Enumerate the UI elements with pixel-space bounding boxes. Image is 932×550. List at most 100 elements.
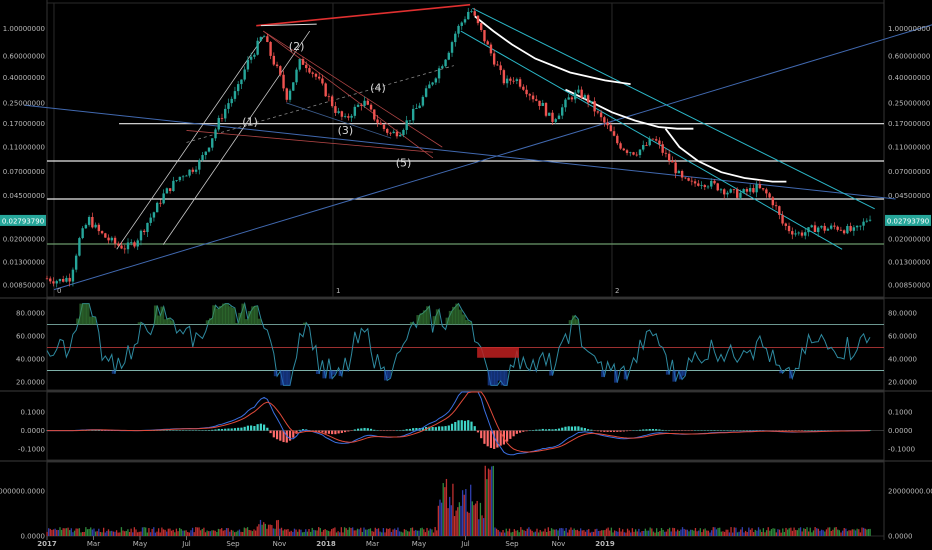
candle-body — [317, 76, 321, 79]
volume-bar — [313, 529, 315, 536]
volume-bar — [169, 528, 171, 536]
volume-bar — [276, 520, 278, 536]
price-tick-label-right: 0.04500000 — [888, 192, 930, 200]
candle-body — [415, 108, 418, 109]
indicator-tick-label-left: 60.0000 — [16, 332, 45, 340]
volume-bar — [377, 528, 380, 536]
volume-bar — [858, 529, 860, 536]
volume-bar — [308, 529, 310, 536]
volume-bar — [486, 479, 488, 536]
macd-histogram-bar — [356, 428, 360, 431]
candle-body — [87, 216, 91, 225]
candle-body — [596, 111, 600, 113]
volume-bar — [470, 484, 472, 536]
panel-frame — [46, 2, 885, 298]
macd-histogram-bar — [655, 429, 658, 431]
candle-body — [120, 245, 123, 249]
volume-bar — [529, 529, 532, 536]
candle-body — [454, 33, 457, 43]
volume-bar — [769, 530, 771, 536]
candle-body — [684, 177, 687, 179]
candle-body — [298, 59, 301, 70]
volume-bar — [531, 530, 533, 536]
candle-body — [178, 176, 182, 181]
volume-bar — [78, 528, 81, 536]
macd-histogram-bar — [554, 429, 557, 431]
volume-bar — [654, 532, 656, 536]
candle-body — [826, 228, 830, 231]
macd-histogram-bar — [541, 428, 544, 431]
volume-bar — [504, 532, 506, 536]
candle-body — [554, 119, 557, 122]
macd-histogram-bar — [282, 430, 285, 443]
volume-bar — [402, 532, 404, 536]
candle-body — [496, 64, 499, 66]
candle-body — [324, 83, 327, 97]
price-tick-label-right: 0.17000000 — [888, 120, 930, 128]
macd-histogram-bar — [489, 430, 493, 448]
volume-bar — [694, 527, 697, 536]
volume-bar — [754, 529, 756, 536]
volume-bar — [869, 528, 871, 536]
volume-bar — [120, 527, 123, 536]
volume-bar — [327, 530, 330, 536]
volume-bar — [306, 531, 309, 536]
volume-bar — [764, 532, 766, 536]
volume-bar — [98, 528, 100, 536]
macd-histogram-bar — [535, 429, 538, 431]
volume-bar — [185, 530, 187, 536]
candle-body — [742, 189, 745, 193]
volume-bar — [253, 529, 255, 536]
candle-body — [220, 117, 224, 119]
volume-bar — [248, 529, 250, 536]
rsi-oversold-fill — [338, 370, 343, 376]
candle-body — [266, 36, 269, 43]
candle-body — [279, 66, 282, 75]
volume-bar — [824, 531, 826, 536]
macd-histogram-bar — [561, 427, 564, 431]
candle-body — [817, 227, 820, 233]
candle-body — [544, 102, 548, 116]
volume-bar — [526, 528, 528, 536]
rsi-oversold-fill — [283, 370, 288, 386]
volume-bar — [200, 530, 202, 536]
candle-body — [259, 37, 263, 41]
macd-histogram-bar — [463, 420, 467, 431]
price-tick-label-left: 0.60000000 — [3, 52, 45, 60]
volume-bar — [408, 531, 410, 536]
candle-body — [49, 278, 52, 282]
volume-bar — [589, 532, 592, 536]
volume-bar — [132, 532, 134, 536]
macd-histogram-bar — [515, 430, 518, 434]
candle-body — [386, 128, 389, 133]
volume-bar — [429, 528, 431, 536]
volume-bar — [571, 529, 574, 536]
candle-body — [301, 59, 305, 65]
volume-bar — [203, 527, 205, 536]
volume-bar — [424, 532, 427, 536]
candle-body — [408, 120, 412, 122]
macd-histogram-bar — [661, 429, 664, 431]
volume-bar — [812, 530, 815, 536]
current-price-badge-left — [0, 214, 46, 226]
volume-bar — [208, 531, 210, 536]
candle-body — [81, 228, 84, 239]
candle-body — [807, 227, 810, 233]
volume-bar — [520, 527, 522, 536]
candle-body — [366, 100, 369, 105]
candle-body — [489, 44, 493, 54]
volume-bar — [360, 527, 362, 536]
volume-bar — [172, 529, 174, 536]
macd-histogram-bar — [415, 427, 418, 431]
volume-bar — [641, 531, 643, 536]
volume-bar — [198, 527, 200, 536]
price-tick-label-left: 1.00000000 — [3, 25, 45, 33]
rsi-overbought-fill — [89, 316, 93, 325]
candle-body — [713, 180, 716, 184]
volume-bar — [646, 530, 648, 536]
candle-body — [573, 92, 577, 100]
volume-bar — [829, 527, 831, 536]
volume-bar — [851, 529, 853, 536]
macd-histogram-bar — [483, 430, 486, 444]
